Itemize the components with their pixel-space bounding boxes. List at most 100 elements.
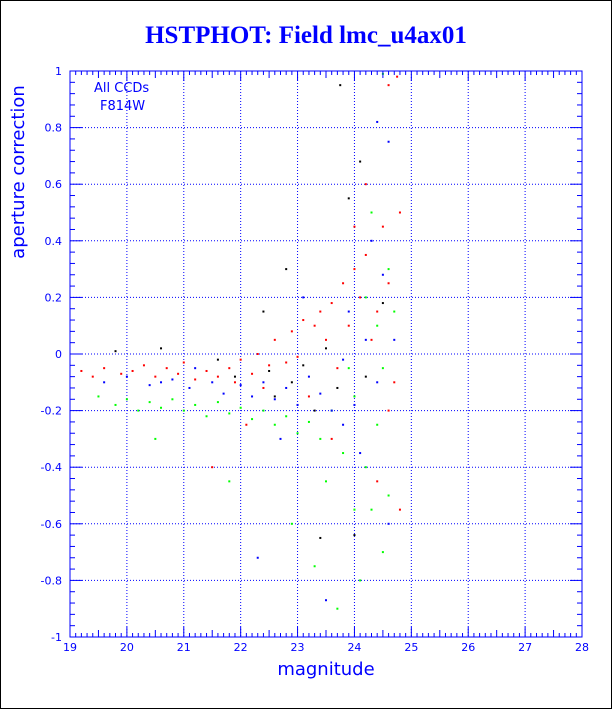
y-tick-label: -1 xyxy=(51,631,62,644)
scatter-point xyxy=(148,401,151,404)
tick-labels: 19 20 21 22 23 24 25 26 27 28 -1 -0.8 -0.6 -0.4 -0.2 0 0… xyxy=(41,65,589,654)
scatter-point xyxy=(353,534,356,537)
scatter-point xyxy=(91,375,94,378)
scatter-point xyxy=(205,369,208,372)
scatter-point xyxy=(313,565,316,568)
scatter-point xyxy=(256,353,259,355)
x-tick-label: 25 xyxy=(404,641,418,654)
scatter-point xyxy=(125,375,128,378)
scatter-point xyxy=(245,423,248,426)
scatter-point xyxy=(370,508,373,511)
scatter-point xyxy=(80,369,83,372)
scatter-point xyxy=(211,466,214,469)
scatter-point xyxy=(239,406,242,409)
scatter-point xyxy=(165,367,168,370)
x-tick-label: 24 xyxy=(347,641,361,654)
scatter-point xyxy=(381,551,384,554)
scatter-point xyxy=(364,466,367,469)
scatter-point xyxy=(387,268,390,271)
scatter-point xyxy=(103,381,106,384)
scatter-point xyxy=(97,395,100,398)
scatter-point xyxy=(347,324,350,327)
y-tick-label: 0.6 xyxy=(45,178,63,191)
scatter-point xyxy=(347,197,350,200)
scatter-point xyxy=(359,160,362,163)
scatter-point xyxy=(239,358,242,361)
scatter-point xyxy=(319,536,322,539)
scatter-point xyxy=(381,367,384,370)
scatter-point xyxy=(285,415,288,418)
scatter-point xyxy=(262,409,265,412)
scatter-point xyxy=(302,364,305,367)
scatter-point xyxy=(148,384,151,387)
scatter-point xyxy=(285,268,288,271)
scatter-point xyxy=(290,330,293,333)
y-tick-label: -0.8 xyxy=(41,574,62,587)
scatter-point xyxy=(188,386,191,389)
scatter-point xyxy=(347,310,350,313)
scatter-point xyxy=(171,378,174,381)
ticks xyxy=(69,70,583,638)
scatter-point xyxy=(387,494,390,497)
scatter-point xyxy=(325,480,327,483)
scatter-point xyxy=(182,361,185,364)
scatter-point xyxy=(273,423,276,426)
scatter-point xyxy=(319,437,322,440)
scatter-point xyxy=(393,381,396,384)
scatter-point xyxy=(285,386,288,389)
x-tick-label: 19 xyxy=(63,641,77,654)
scatter-point xyxy=(154,437,157,440)
scatter-point xyxy=(285,361,288,364)
scatter-point xyxy=(239,384,242,387)
data-points xyxy=(80,72,401,610)
x-axis-label: magnitude xyxy=(277,659,374,680)
annotation-filter: F814W xyxy=(100,99,145,114)
scatter-point xyxy=(216,358,219,361)
scatter-point xyxy=(228,480,231,483)
scatter-point xyxy=(330,302,333,305)
scatter-point xyxy=(296,432,299,435)
scatter-point xyxy=(160,381,163,384)
scatter-point xyxy=(142,364,145,367)
scatter-point xyxy=(233,381,236,384)
scatter-point xyxy=(353,403,356,406)
scatter-point xyxy=(336,386,339,389)
y-tick-label: -0.4 xyxy=(41,461,62,474)
scatter-point xyxy=(381,273,384,276)
scatter-point xyxy=(393,310,396,313)
scatter-point xyxy=(296,355,299,358)
scatter-point xyxy=(268,369,271,372)
scatter-point xyxy=(353,268,356,271)
scatter-point xyxy=(342,452,345,455)
scatter-point xyxy=(296,403,299,406)
scatter-point xyxy=(313,324,316,327)
scatter-point xyxy=(302,296,305,299)
scatter-point xyxy=(398,211,401,214)
scatter-point xyxy=(307,375,310,378)
scatter-point xyxy=(307,395,310,398)
scatter-point xyxy=(251,372,254,375)
scatter-point xyxy=(387,84,390,87)
scatter-point xyxy=(381,302,384,305)
scatter-point xyxy=(342,282,345,285)
scatter-point xyxy=(370,239,373,242)
scatter-point xyxy=(131,369,134,372)
scatter-point xyxy=(330,437,333,440)
scatter-point xyxy=(342,423,345,426)
scatter-point xyxy=(370,338,373,341)
scatter-point xyxy=(216,375,219,378)
scatter-point xyxy=(125,398,128,401)
x-tick-label: 20 xyxy=(120,641,134,654)
y-tick-label: 0 xyxy=(55,348,62,361)
x-tick-label: 26 xyxy=(461,641,475,654)
scatter-point xyxy=(364,183,367,186)
scatter-point xyxy=(120,372,123,375)
scatter-point xyxy=(182,409,185,412)
scatter-point xyxy=(228,412,231,415)
scatter-point xyxy=(325,347,327,350)
annotation-all-ccds: All CCDs xyxy=(94,81,149,96)
y-tick-label: 0.4 xyxy=(45,235,63,248)
x-tick-label: 22 xyxy=(234,641,248,654)
scatter-point xyxy=(353,225,356,228)
scatter-point xyxy=(376,423,379,426)
